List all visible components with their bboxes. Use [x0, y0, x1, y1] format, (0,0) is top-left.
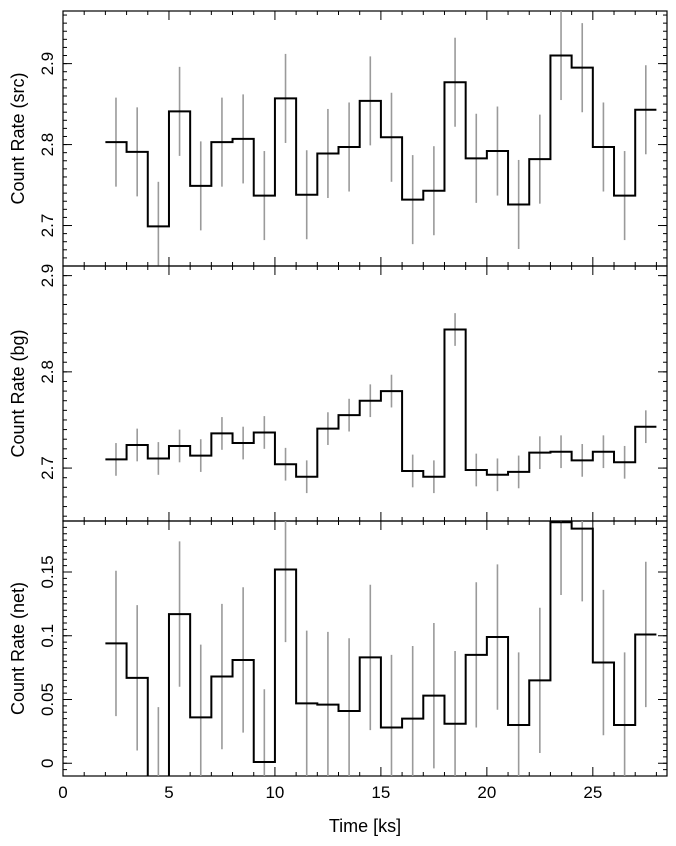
y-tick-label: 2.8: [38, 360, 57, 384]
panel-src: 2.7 2.8 2.9 Count Rate (src): [8, 10, 668, 267]
y-tick-label: 2.8: [38, 133, 57, 157]
x-tick-label: 25: [583, 783, 602, 802]
y-axis-label: Count Rate (net): [8, 582, 28, 715]
step-series: [105, 328, 657, 478]
x-tick-label: 15: [371, 783, 390, 802]
panel-src-frame: [62, 10, 668, 267]
panel-bg: 2.7 2.8 2.9 Count Rate (bg): [8, 264, 668, 522]
panel-net: 0 0.05 0.1 0.15 0 5 10 15 20 25 Count Rate (net) Ti…: [8, 520, 668, 836]
panel-net-frame: [62, 520, 668, 777]
y-axis-label: Count Rate (bg): [8, 329, 28, 457]
y-tick-label: 0.1: [38, 624, 57, 648]
x-axis-label: Time [ks]: [329, 816, 401, 836]
step-series: [105, 521, 657, 776]
y-tick-label: 2.9: [38, 52, 57, 76]
y-tick-label: 2.7: [38, 214, 57, 238]
y-tick-label: 2.7: [38, 456, 57, 480]
panel-bg-frame: [62, 265, 668, 522]
y-axis-label: Count Rate (src): [8, 72, 28, 204]
y-tick-label: 0: [38, 759, 57, 768]
x-tick-label: 10: [265, 783, 284, 802]
panel-net-data: [105, 521, 657, 776]
y-tick-label: 2.9: [38, 264, 57, 288]
y-tick-label: 0.05: [38, 683, 57, 716]
x-tick-label: 5: [164, 783, 173, 802]
x-tick-label: 20: [477, 783, 496, 802]
y-tick-label: 0.15: [38, 555, 57, 588]
step-series: [105, 54, 657, 228]
x-tick-label: 0: [58, 783, 67, 802]
panel-src-data: [105, 11, 657, 266]
panel-bg-data: [105, 313, 657, 494]
